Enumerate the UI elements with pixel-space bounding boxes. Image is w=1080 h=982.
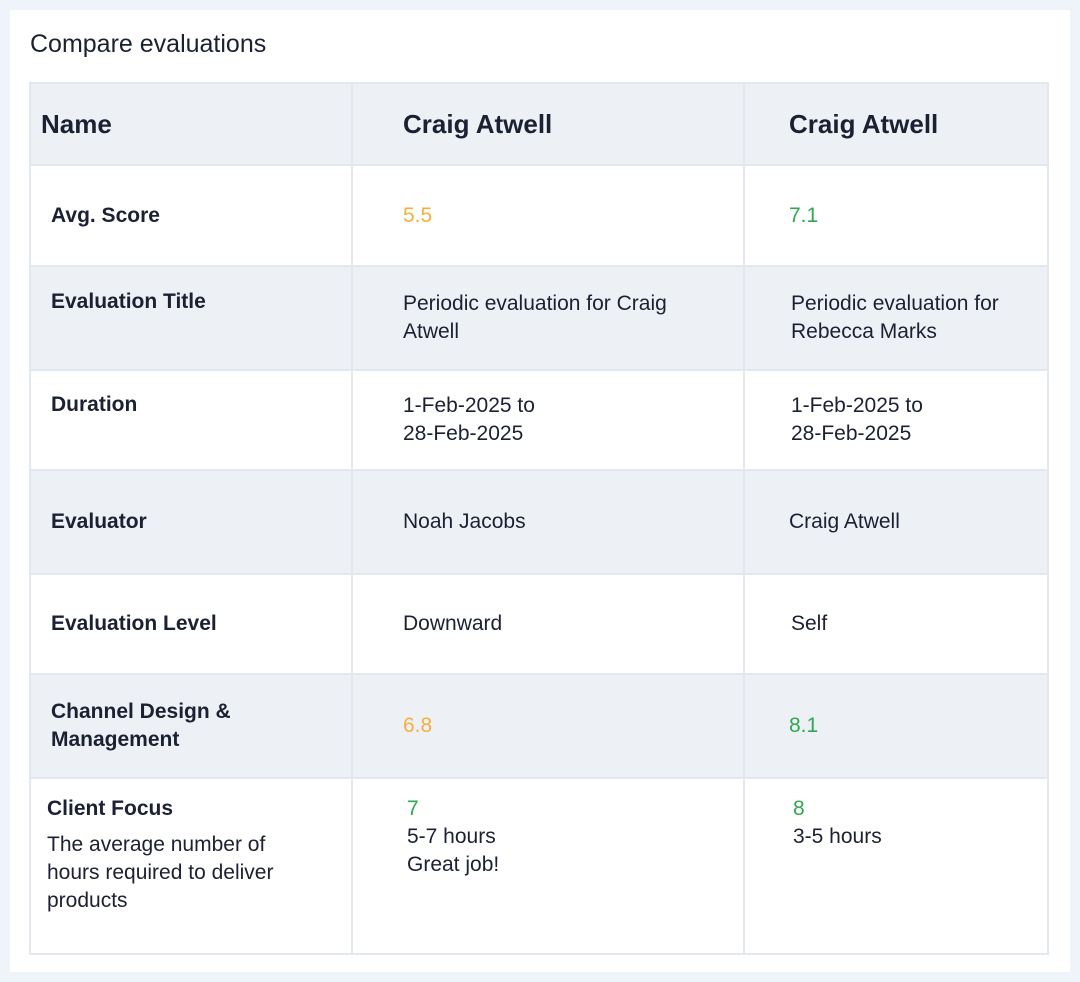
table-header-row: Name Craig Atwell Craig Atwell bbox=[29, 82, 1049, 166]
cell-value: Noah Jacobs bbox=[351, 469, 745, 575]
table-row: Duration 1-Feb-2025 to 28-Feb-2025 1-Feb-… bbox=[29, 369, 1049, 471]
cell-value: 7 5-7 hours Great job! bbox=[351, 777, 745, 955]
range-value: 5-7 hours bbox=[407, 825, 496, 848]
range-value: 3-5 hours bbox=[793, 825, 882, 848]
date-start: 1-Feb-2025 to bbox=[403, 394, 535, 417]
row-label: Evaluator bbox=[29, 469, 353, 575]
criterion-name: Client Focus bbox=[47, 797, 174, 820]
date-end: 28-Feb-2025 bbox=[791, 422, 912, 445]
compare-evaluations-card: Compare evaluations Name Craig Atwell Cr… bbox=[10, 10, 1070, 972]
score-value: 6.8 bbox=[351, 673, 745, 779]
comparison-table: Name Craig Atwell Craig Atwell Avg. Scor… bbox=[29, 82, 1049, 955]
header-col1: Craig Atwell bbox=[351, 82, 745, 166]
row-label: Avg. Score bbox=[29, 164, 353, 267]
page-title: Compare evaluations bbox=[30, 30, 267, 58]
table-row: Avg. Score 5.5 7.1 bbox=[29, 164, 1049, 267]
score-value: 8 bbox=[793, 797, 805, 820]
row-label: Client Focus The average number of hours… bbox=[29, 777, 353, 955]
table-row: Channel Design & Management 6.8 8.1 bbox=[29, 673, 1049, 779]
table-row: Evaluation Title Periodic evaluation for… bbox=[29, 265, 1049, 371]
cell-value: Self bbox=[743, 573, 1049, 675]
header-col2: Craig Atwell bbox=[743, 82, 1049, 166]
row-label: Duration bbox=[29, 369, 353, 471]
score-value: 7 bbox=[407, 797, 419, 820]
row-label: Evaluation Title bbox=[29, 265, 353, 371]
score-value: 5.5 bbox=[351, 164, 745, 267]
cell-value: Downward bbox=[351, 573, 745, 675]
score-value: 7.1 bbox=[743, 164, 1049, 267]
cell-value: Craig Atwell bbox=[743, 469, 1049, 575]
row-label: Evaluation Level bbox=[29, 573, 353, 675]
score-value: 8.1 bbox=[743, 673, 1049, 779]
row-label: Channel Design & Management bbox=[29, 673, 353, 779]
cell-value: 8 3-5 hours bbox=[743, 777, 1049, 955]
date-end: 28-Feb-2025 bbox=[403, 422, 524, 445]
cell-value: 1-Feb-2025 to 28-Feb-2025 bbox=[743, 369, 1049, 471]
table-row: Evaluation Level Downward Self bbox=[29, 573, 1049, 675]
cell-value: 1-Feb-2025 to 28-Feb-2025 bbox=[351, 369, 745, 471]
comment: Great job! bbox=[407, 853, 500, 876]
cell-value: Periodic evaluation for Craig Atwell bbox=[351, 265, 745, 371]
table-row: Client Focus The average number of hours… bbox=[29, 777, 1049, 955]
cell-value: Periodic evaluation for Rebecca Marks bbox=[743, 265, 1049, 371]
table-row: Evaluator Noah Jacobs Craig Atwell bbox=[29, 469, 1049, 575]
criterion-description: The average number of hours required to … bbox=[47, 833, 274, 912]
header-name: Name bbox=[29, 82, 353, 166]
date-start: 1-Feb-2025 to bbox=[791, 394, 923, 417]
